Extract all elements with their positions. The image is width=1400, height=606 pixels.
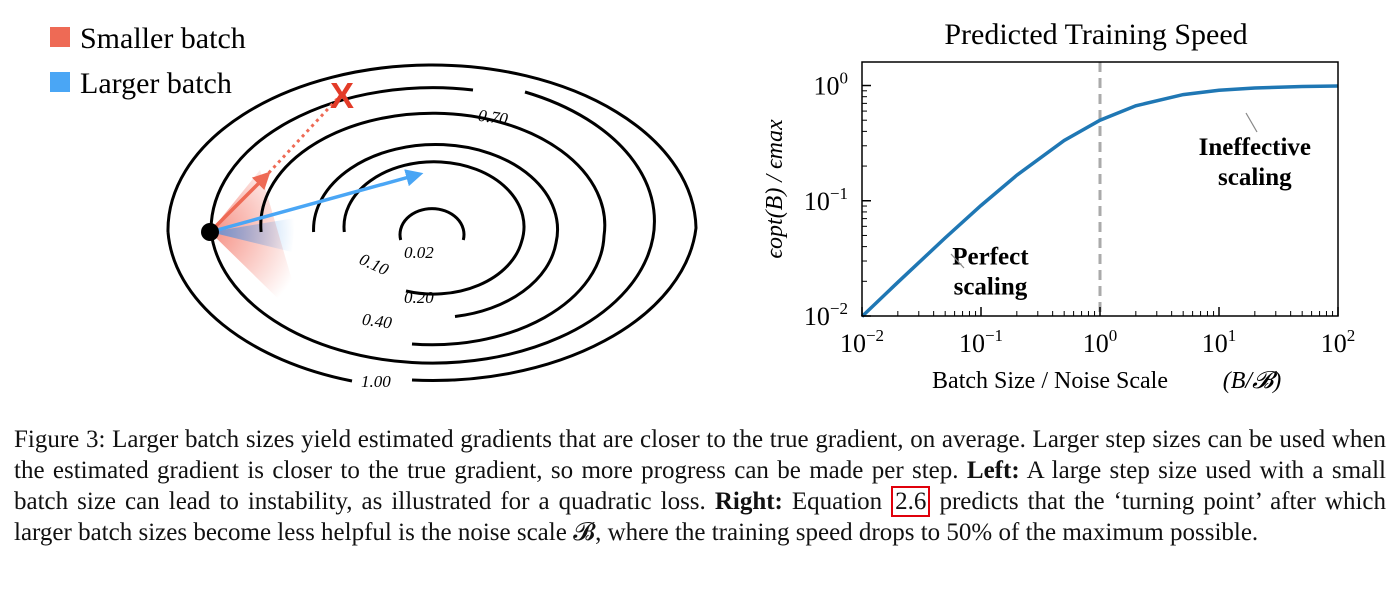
y-tick-label-2: 100: [814, 69, 849, 101]
smaller-batch-step-arrow: [208, 171, 271, 234]
figure: Smaller batch Larger batch 0.02 0.10 0.2…: [50, 18, 1355, 394]
caption-right-pre: Equation: [791, 488, 883, 515]
larger-batch-uncertainty-fan: [210, 218, 295, 252]
annotation-leader-0: [950, 253, 965, 269]
x-tick-label-3: 101: [1202, 326, 1237, 358]
plot-area: 10−2 10−1 100 101 102 10−2 10−1 100 Perfect scali…: [804, 61, 1356, 358]
x-tick-label-0: 10−2: [840, 326, 884, 358]
equation-reference-link[interactable]: 2.6: [891, 486, 931, 517]
contour-0.40: [259, 111, 607, 347]
annotation-leader-1: [1245, 112, 1258, 133]
contour-label-1.00: 1.00: [361, 372, 391, 391]
y-tick-label-0: 10−2: [804, 299, 848, 331]
annotation-1: Ineffective scaling: [1199, 134, 1311, 191]
contour-label-0.02: 0.02: [404, 243, 434, 262]
figure-caption: Figure 3: Larger batch sizes yield estim…: [14, 424, 1386, 548]
y-axis-label: ϵopt(B) / ϵmax: [762, 119, 788, 259]
y-tick-label-1: 10−1: [804, 184, 848, 216]
x-tick-label-4: 102: [1321, 326, 1356, 358]
legend: Smaller batch Larger batch: [50, 22, 246, 100]
contour-0.70: [209, 86, 656, 365]
caption-label: Figure 3:: [14, 426, 106, 453]
svg-text:Batch Size / Noise Scale: Batch Size / Noise Scale: [932, 368, 1168, 394]
caption-right-post: predicts that the ‘turning point’ after …: [14, 488, 1386, 546]
caption-right-label: Right:: [714, 488, 783, 515]
start-point: [201, 223, 219, 241]
legend-swatch-larger-batch: [50, 72, 70, 92]
caption-intro: Larger batch sizes yield estimated gradi…: [14, 426, 1387, 484]
svg-text:ϵopt(B) / ϵmax: ϵopt(B) / ϵmax: [762, 119, 788, 259]
legend-label-larger-batch: Larger batch: [80, 67, 232, 100]
larger-batch-step-arrow: [209, 169, 424, 234]
right-panel: Predicted Training Speed ϵopt(B) / ϵmax …: [762, 18, 1355, 394]
annotation-0: Perfect scaling: [952, 243, 1029, 300]
contour-label-0.10: 0.10: [356, 250, 391, 280]
caption-left-text: A large step size used with a small batc…: [14, 457, 1387, 515]
series-line-0: [860, 84, 1339, 318]
contour-0.10: [342, 160, 526, 296]
contour-label-0.70: 0.70: [477, 106, 510, 129]
chart-title: Predicted Training Speed: [944, 18, 1247, 51]
left-panel: Smaller batch Larger batch 0.02 0.10 0.2…: [50, 22, 698, 391]
svg-text:(B/𝓑): (B/𝓑): [1223, 368, 1281, 394]
contour-0.02: [398, 207, 466, 241]
legend-swatch-smaller-batch: [50, 27, 70, 47]
divergence-x-marker: X: [330, 75, 354, 116]
contour-0.20: [312, 143, 560, 318]
contour-1.00: [166, 63, 698, 383]
x-axis-label: Batch Size / Noise Scale (B/𝓑): [932, 368, 1281, 394]
contour-label-0.40: 0.40: [361, 310, 394, 333]
contour-labels: 0.02 0.10 0.20 0.40 0.70 1.00: [356, 106, 509, 391]
contour-label-0.20: 0.20: [404, 288, 434, 307]
x-tick-label-2: 100: [1083, 326, 1118, 358]
caption-left-label: Left:: [966, 457, 1020, 484]
x-tick-label-1: 10−1: [959, 326, 1003, 358]
contours: [166, 63, 698, 383]
legend-label-smaller-batch: Smaller batch: [80, 22, 246, 55]
